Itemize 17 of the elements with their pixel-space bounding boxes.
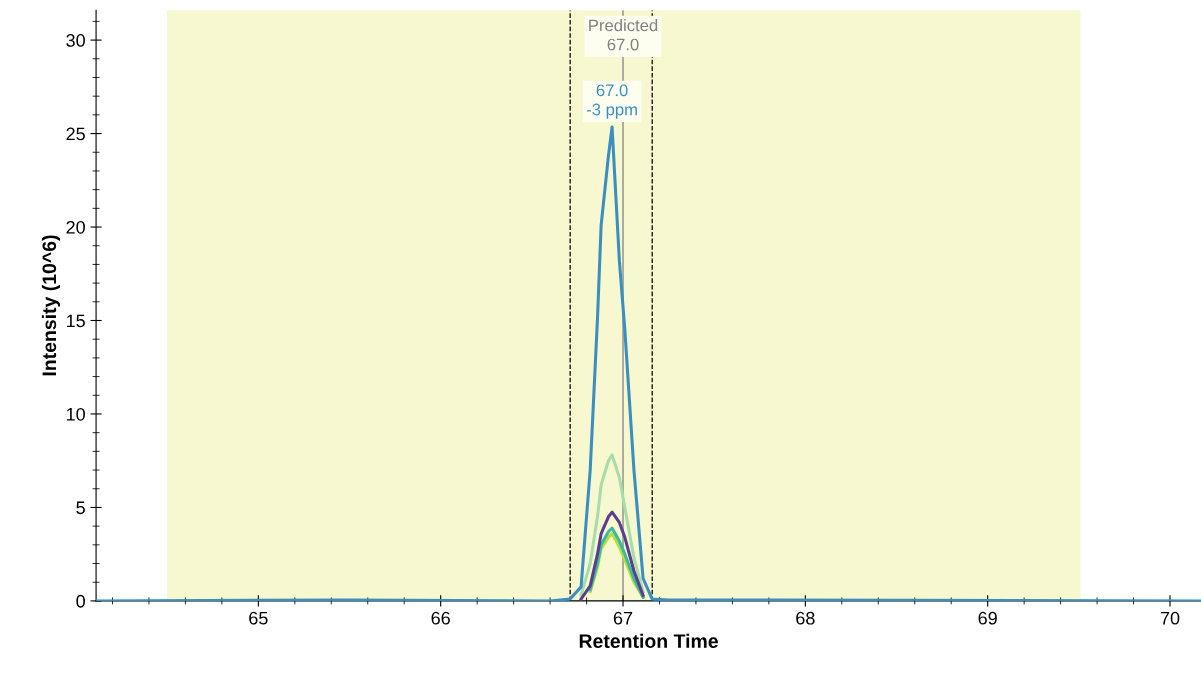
y-tick-label: 10	[66, 407, 85, 421]
y-tick-label: 25	[66, 127, 85, 141]
y-tick-label: 30	[66, 34, 85, 47]
y-tick-label: 20	[66, 220, 85, 234]
x-tick-label: 69	[978, 611, 997, 625]
ref-line-label: Predicted 67.0	[589, 19, 658, 51]
y-tick-label: 5	[76, 501, 85, 515]
x-tick-label: 65	[249, 611, 268, 625]
annotation: 67.0 -3 ppm	[586, 84, 637, 119]
y-axis-title: Intensity (10^6)	[41, 235, 61, 376]
x-axis-title: Retention Time	[579, 633, 718, 648]
y-tick-label: 0	[76, 594, 85, 608]
x-tick-label: 67	[613, 611, 633, 625]
x-tick-label: 68	[796, 611, 815, 625]
x-tick-label: 70	[1160, 611, 1180, 625]
x-tick-label: 66	[431, 611, 450, 625]
y-tick-label: 15	[66, 314, 85, 328]
